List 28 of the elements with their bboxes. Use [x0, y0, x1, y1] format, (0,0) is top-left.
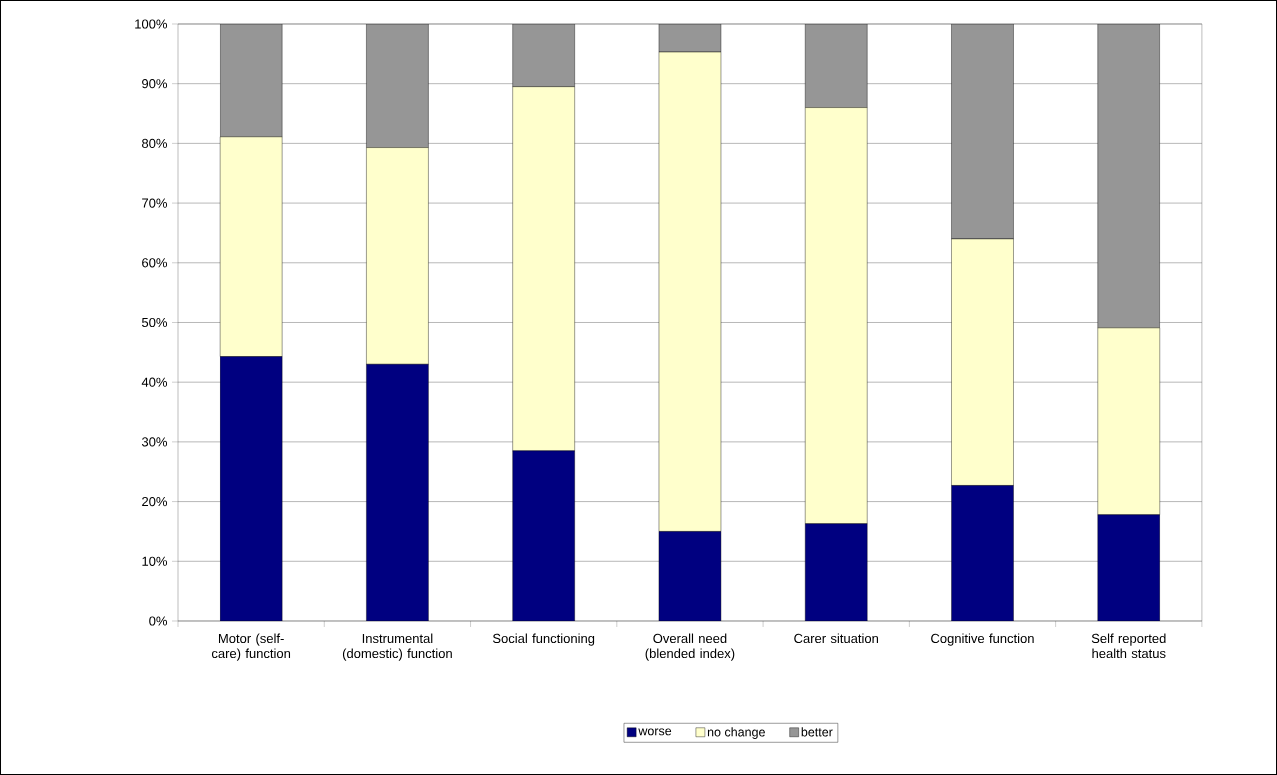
- x-tick-label: Carer situation: [794, 633, 878, 644]
- bar: [219, 356, 283, 621]
- y-tick-label: 100%: [135, 19, 168, 29]
- x-tick-label: Motor (self-care) function: [211, 633, 291, 661]
- x-tick-label: Instrumental (domestic) function: [342, 633, 452, 661]
- y-tick-label: 60%: [142, 258, 168, 268]
- x-tick-label: Overall need (blended index): [645, 633, 735, 661]
- bar: [658, 531, 722, 621]
- y-tick-label: 80%: [142, 138, 168, 148]
- legend-label: worse: [638, 728, 672, 736]
- y-tick-label: 70%: [142, 198, 168, 208]
- bar: [1097, 514, 1160, 621]
- bar: [512, 450, 575, 621]
- x-tick-label: Self reported health status: [1091, 633, 1166, 659]
- y-tick-label: 90%: [142, 79, 168, 89]
- y-tick-label: 30%: [141, 437, 168, 447]
- x-tick-label: Social functioning: [492, 633, 595, 646]
- x-tick-label: Cognitive function: [931, 633, 1034, 646]
- y-tick-label: 20%: [142, 496, 168, 507]
- y-tick-label: 0%: [149, 616, 168, 626]
- y-tick-label: 40%: [141, 377, 168, 387]
- legend-label: better: [801, 727, 833, 737]
- y-tick-label: 50%: [141, 317, 168, 328]
- bar: [951, 485, 1014, 621]
- bar: [366, 364, 429, 621]
- legend-label: no change: [707, 727, 765, 739]
- bar: [805, 523, 868, 621]
- y-tick-label: 10%: [142, 556, 168, 566]
